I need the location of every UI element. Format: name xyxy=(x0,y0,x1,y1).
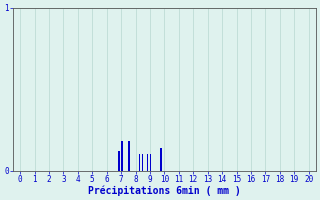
X-axis label: Précipitations 6min ( mm ): Précipitations 6min ( mm ) xyxy=(88,185,241,196)
Bar xyxy=(121,141,123,171)
Bar xyxy=(141,154,142,171)
Bar xyxy=(118,151,120,171)
Bar xyxy=(147,154,148,171)
Bar xyxy=(150,154,151,171)
Bar xyxy=(160,148,162,171)
Bar xyxy=(128,141,130,171)
Bar xyxy=(139,154,140,171)
